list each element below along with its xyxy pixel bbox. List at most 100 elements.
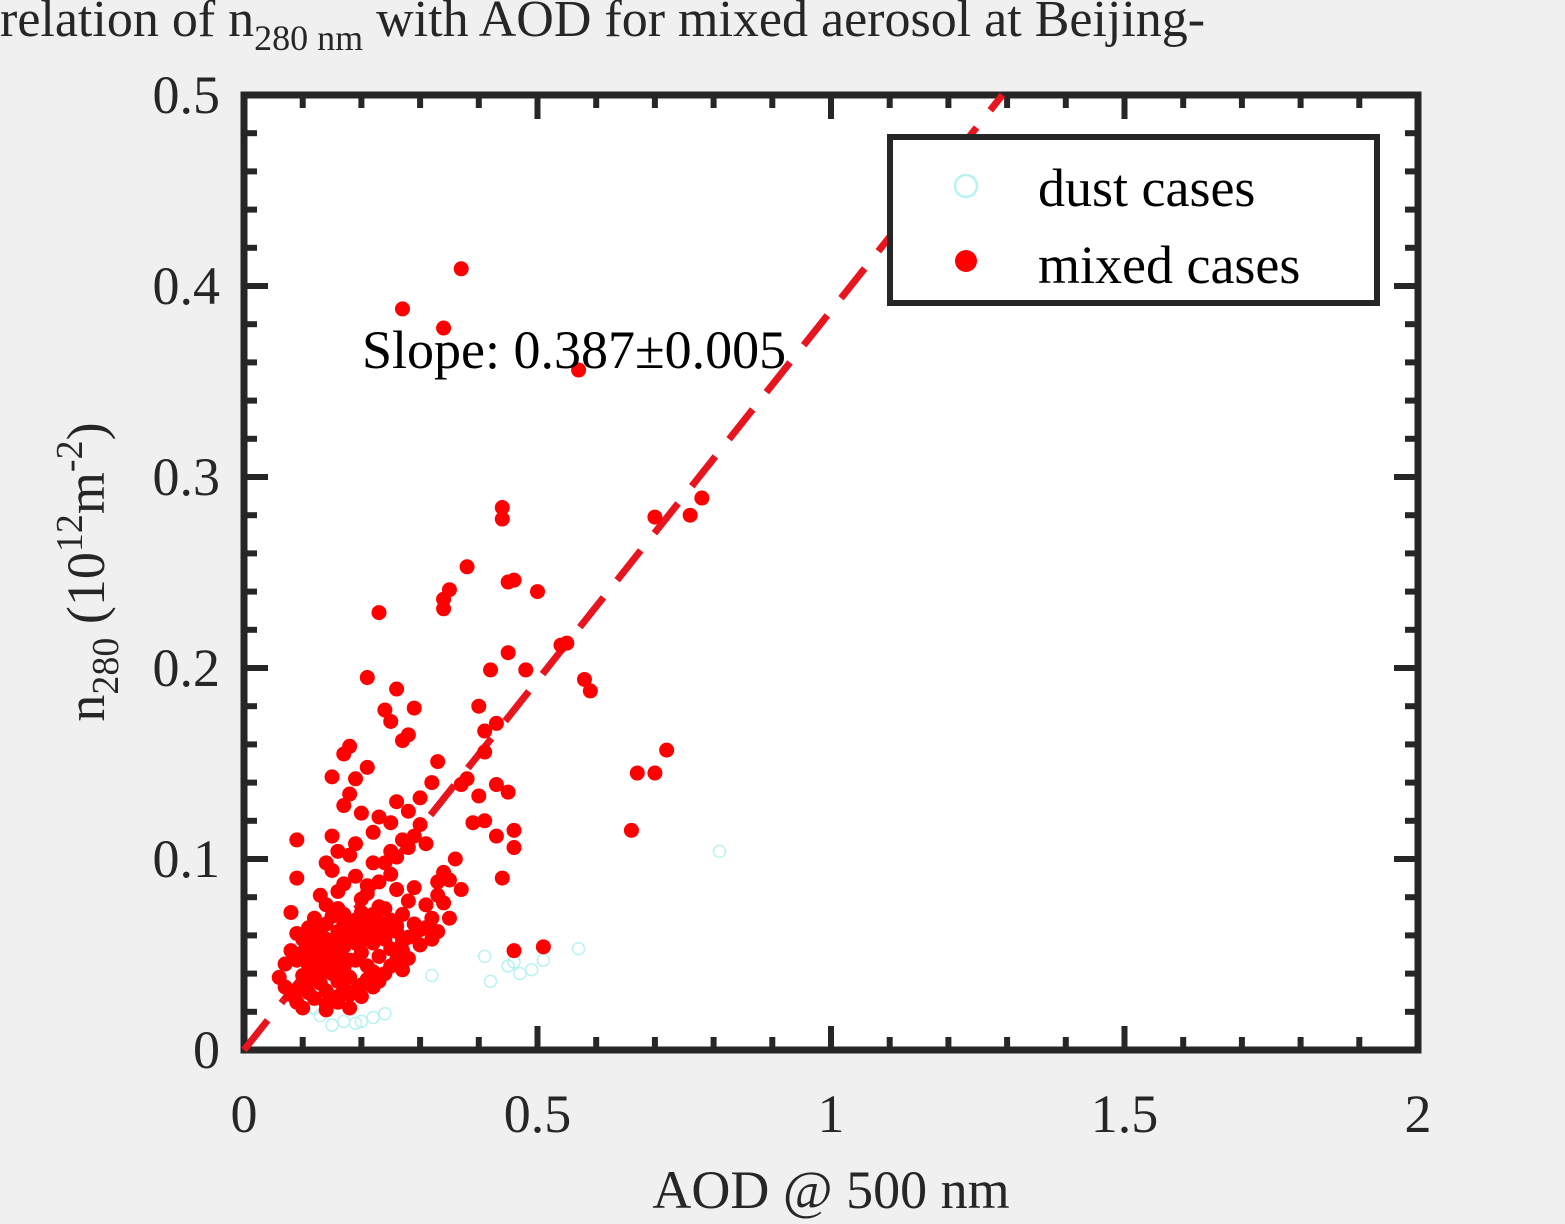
- y-label-main: n: [56, 695, 116, 722]
- dust-point: [366, 1010, 380, 1025]
- mixed-point: [453, 261, 469, 277]
- mixed-point: [500, 645, 516, 661]
- mixed-point: [406, 700, 422, 716]
- legend-box: [887, 134, 1380, 306]
- mixed-point: [394, 733, 410, 749]
- mixed-point: [383, 941, 399, 957]
- mixed-point: [348, 868, 364, 884]
- mixed-point: [500, 784, 516, 800]
- dust-point: [348, 1016, 363, 1031]
- y-label-unit-close: ): [56, 422, 116, 440]
- mixed-point: [359, 759, 375, 775]
- slope-annotation: Slope: 0.387±0.005: [362, 320, 786, 380]
- mixed-point: [324, 828, 340, 844]
- legend-marker-mixed: [955, 250, 977, 272]
- mixed-point: [306, 931, 322, 947]
- mixed-point: [471, 698, 487, 714]
- dust-point: [477, 949, 492, 964]
- mixed-point: [306, 960, 322, 976]
- mixed-point: [518, 662, 534, 678]
- mixed-point: [488, 828, 504, 844]
- mixed-point: [371, 605, 387, 621]
- mixed-point: [371, 948, 387, 964]
- mixed-point: [342, 786, 358, 802]
- mixed-point: [436, 601, 452, 617]
- mixed-point: [330, 843, 346, 859]
- dust-point: [425, 968, 439, 983]
- mixed-point: [377, 855, 393, 871]
- mixed-point: [530, 584, 545, 600]
- mixed-point: [283, 904, 299, 920]
- mixed-point: [389, 918, 405, 934]
- mixed-point: [506, 840, 522, 856]
- y-tick-label: 0.1: [153, 829, 221, 889]
- mixed-point: [418, 897, 434, 913]
- legend: dust cases mixed cases: [887, 134, 1380, 306]
- mixed-point: [353, 918, 369, 934]
- mixed-point: [389, 681, 405, 697]
- chart-title-after: with AOD for mixed aerosol at Beijing-: [363, 0, 1205, 48]
- mixed-point: [359, 670, 375, 686]
- mixed-point: [447, 851, 463, 867]
- x-axis-label: AOD @ 500 nm: [652, 1160, 1009, 1220]
- mixed-point: [506, 943, 522, 959]
- series-mixed-cases: [271, 261, 710, 1018]
- mixed-point: [389, 794, 405, 810]
- mixed-point: [430, 924, 446, 940]
- mixed-point: [659, 742, 675, 758]
- mixed-point: [582, 683, 598, 699]
- mixed-point: [400, 840, 416, 856]
- y-tick-label: 0.4: [153, 256, 221, 316]
- mixed-point: [336, 798, 352, 814]
- mixed-point: [389, 849, 405, 865]
- mixed-point: [289, 870, 305, 886]
- chart-title: relation of n280 nm with AOD for mixed a…: [0, 0, 1205, 58]
- y-label-unit-open: (10: [56, 552, 116, 637]
- mixed-point: [400, 803, 416, 819]
- mixed-point: [348, 836, 364, 852]
- mixed-point: [494, 870, 510, 886]
- mixed-point: [394, 301, 410, 317]
- mixed-point: [342, 952, 358, 968]
- mixed-point: [459, 559, 475, 575]
- mixed-point: [488, 777, 504, 793]
- mixed-point: [312, 887, 328, 903]
- mixed-point: [365, 925, 381, 941]
- mixed-point: [289, 983, 305, 999]
- mixed-point: [318, 996, 334, 1012]
- mixed-point: [336, 746, 352, 762]
- mixed-point: [394, 906, 410, 922]
- dust-point: [513, 966, 527, 981]
- y-tick-label: 0.2: [153, 638, 221, 698]
- dust-point: [571, 942, 586, 956]
- mixed-point: [377, 702, 393, 718]
- mixed-point: [383, 815, 399, 831]
- mixed-point: [306, 990, 322, 1006]
- mixed-point: [647, 765, 663, 781]
- mixed-point: [324, 862, 340, 878]
- mixed-point: [342, 847, 358, 863]
- mixed-point: [430, 754, 446, 770]
- mixed-point: [647, 509, 663, 525]
- mixed-point: [400, 893, 416, 909]
- mixed-point: [324, 769, 340, 785]
- mixed-point: [353, 904, 369, 920]
- dust-point: [378, 1006, 392, 1021]
- mixed-point: [694, 490, 710, 506]
- y-label-sub: 280: [85, 638, 127, 695]
- dust-point: [354, 1014, 369, 1029]
- mixed-point: [383, 713, 399, 729]
- dust-point: [501, 959, 515, 973]
- dust-point: [712, 844, 727, 859]
- mixed-point: [430, 874, 446, 890]
- mixed-point: [471, 788, 487, 804]
- mixed-point: [488, 715, 504, 731]
- dust-point: [483, 974, 498, 988]
- x-tick-label: 1: [818, 1084, 845, 1144]
- mixed-point: [371, 874, 387, 890]
- mixed-point: [436, 895, 452, 911]
- mixed-point: [477, 813, 493, 829]
- mixed-point: [342, 969, 358, 985]
- x-tick-label: 2: [1405, 1084, 1432, 1144]
